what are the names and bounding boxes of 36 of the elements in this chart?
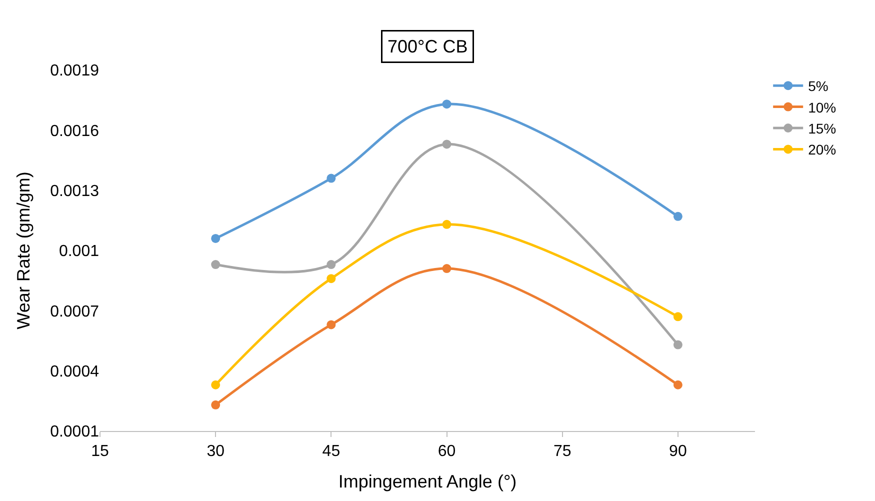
point: [673, 212, 682, 221]
point: [211, 380, 220, 390]
point: [673, 380, 682, 390]
point: [326, 174, 336, 183]
point: [442, 264, 452, 274]
legend-label: 10%: [808, 99, 836, 116]
point: [673, 312, 682, 322]
legend-label: 15%: [808, 120, 836, 136]
x-tick-label: 45: [322, 443, 340, 460]
point: [442, 100, 452, 109]
x-tick-label: 75: [553, 443, 572, 460]
x-tick-label: 15: [91, 443, 109, 460]
point: [326, 320, 336, 330]
point: [211, 260, 220, 270]
chart-title: 700°C CB: [388, 36, 468, 56]
legend-label: 20%: [808, 142, 836, 158]
y-tick-label: 0.0007: [50, 303, 100, 320]
x-tick-label: 90: [669, 443, 687, 460]
y-tick-label: 0.0001: [50, 424, 100, 441]
y-tick-label: 0.0004: [50, 363, 100, 380]
point: [211, 234, 220, 243]
point: [211, 400, 220, 410]
x-tick-label: 60: [438, 443, 456, 460]
y-tick-label: 0.001: [58, 243, 100, 260]
point: [673, 340, 682, 350]
point: [326, 274, 336, 284]
y-tick-label: 0.0019: [50, 62, 100, 80]
point: [442, 220, 452, 229]
y-tick-label: 0.0016: [50, 122, 100, 140]
y-axis-title: Wear Rate (gm/gm): [13, 172, 34, 330]
x-axis-title: Impingement Angle (°): [338, 471, 517, 492]
y-tick-label: 0.0013: [50, 182, 100, 200]
point: [326, 260, 336, 270]
legend-label: 5%: [808, 78, 828, 94]
point: [442, 140, 452, 149]
x-tick-label: 30: [206, 443, 225, 460]
